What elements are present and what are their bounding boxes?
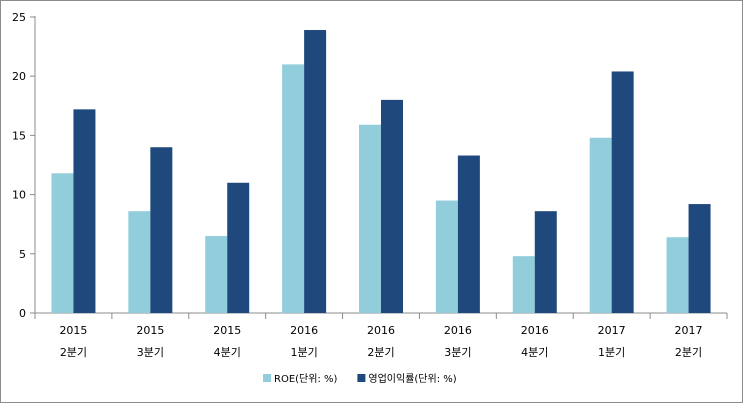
legend-swatch-operating-margin <box>357 374 366 382</box>
labels: 0 5 10 15 20 25 2015 2분기 2015 3분기 2015 4분기 2016 1분기 20… <box>12 11 703 359</box>
x-tick-label-year: 2015 <box>59 324 87 337</box>
legend-label-roe: ROE(단위: %) <box>274 372 337 385</box>
bar-operating-margin <box>73 109 96 314</box>
y-tick-label: 15 <box>12 129 26 142</box>
y-tick-label: 25 <box>12 11 26 24</box>
x-tick-label-year: 2016 <box>444 324 472 337</box>
bars <box>51 30 711 314</box>
y-tick-label: 5 <box>19 248 26 261</box>
x-tick-label-quarter: 3분기 <box>137 346 164 359</box>
x-tick-label-year: 2015 <box>136 324 164 337</box>
bar-operating-margin <box>688 204 711 313</box>
x-tick-label-year: 2016 <box>521 324 549 337</box>
y-tick-label: 10 <box>12 189 26 202</box>
bar-roe <box>51 173 74 313</box>
x-tick-label-quarter: 2분기 <box>675 346 702 359</box>
legend: ROE(단위: %) 영업이익률(단위: %) <box>263 372 457 385</box>
bar-operating-margin <box>150 147 173 313</box>
bar-operating-margin <box>457 155 480 313</box>
bar-roe <box>589 137 612 313</box>
x-tick-label-year: 2017 <box>598 324 626 337</box>
x-tick-label-quarter: 3분기 <box>444 346 471 359</box>
bar-operating-margin <box>534 211 557 313</box>
bar-operating-margin <box>611 71 634 314</box>
bar-operating-margin <box>381 99 403 313</box>
bar-roe <box>359 124 381 313</box>
bar-roe <box>128 211 151 313</box>
bar-roe <box>512 256 535 313</box>
x-tick-label-quarter: 1분기 <box>290 346 317 359</box>
legend-label-operating-margin: 영업이익률(단위: %) <box>368 372 456 385</box>
x-tick-label-quarter: 4분기 <box>214 346 241 359</box>
x-tick-label-year: 2016 <box>367 324 395 337</box>
x-tick-label-year: 2015 <box>213 324 241 337</box>
bar-roe <box>282 64 305 313</box>
bar-roe <box>205 236 228 313</box>
x-tick-label-quarter: 1분기 <box>598 346 625 359</box>
bar-operating-margin <box>304 30 327 314</box>
legend-swatch-roe <box>263 374 271 382</box>
bar-roe <box>666 237 689 313</box>
x-tick-label-year: 2016 <box>290 324 318 337</box>
bar-operating-margin <box>227 182 250 313</box>
x-tick-label-quarter: 4분기 <box>521 346 548 359</box>
x-tick-label-year: 2017 <box>675 324 703 337</box>
x-tick-label-quarter: 2분기 <box>367 346 394 359</box>
bar-roe <box>435 200 458 313</box>
y-tick-label: 0 <box>19 307 26 320</box>
y-tick-label: 20 <box>12 70 26 83</box>
x-tick-label-quarter: 2분기 <box>60 346 87 359</box>
